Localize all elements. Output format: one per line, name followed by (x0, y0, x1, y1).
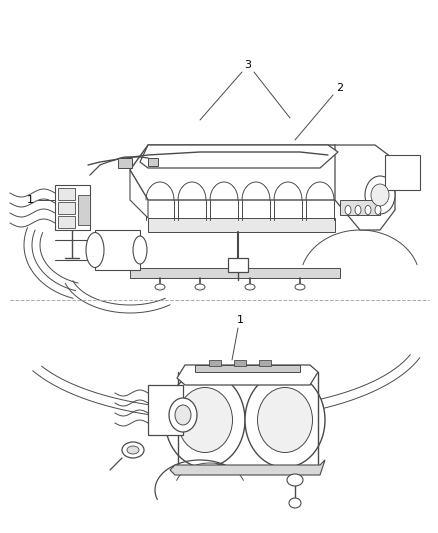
Ellipse shape (177, 387, 232, 453)
Text: 2: 2 (336, 83, 343, 93)
Polygon shape (339, 200, 379, 215)
Ellipse shape (244, 373, 324, 467)
Ellipse shape (122, 442, 144, 458)
Text: 1: 1 (236, 315, 243, 325)
Bar (233, 360, 245, 366)
Ellipse shape (165, 373, 244, 467)
Ellipse shape (370, 184, 388, 206)
Ellipse shape (244, 284, 254, 290)
Polygon shape (148, 385, 183, 435)
Ellipse shape (294, 284, 304, 290)
Ellipse shape (344, 206, 350, 214)
Polygon shape (194, 365, 299, 372)
Polygon shape (170, 460, 324, 475)
Polygon shape (140, 145, 337, 168)
Ellipse shape (127, 446, 139, 454)
Polygon shape (58, 216, 75, 228)
Polygon shape (334, 145, 394, 230)
Ellipse shape (155, 284, 165, 290)
Polygon shape (130, 268, 339, 278)
Polygon shape (58, 188, 75, 200)
Polygon shape (205, 372, 284, 468)
Polygon shape (130, 145, 359, 200)
Bar (148, 158, 158, 166)
Text: 3: 3 (244, 60, 251, 70)
Polygon shape (55, 185, 90, 230)
Polygon shape (58, 202, 75, 214)
Ellipse shape (133, 236, 147, 264)
Ellipse shape (86, 232, 104, 268)
Ellipse shape (364, 206, 370, 214)
Polygon shape (95, 230, 140, 270)
Polygon shape (384, 155, 419, 190)
Ellipse shape (257, 387, 312, 453)
Bar (208, 360, 220, 366)
Polygon shape (78, 195, 90, 225)
Text: 1: 1 (26, 195, 33, 205)
Bar (118, 158, 132, 168)
Ellipse shape (374, 206, 380, 214)
Bar (227, 258, 247, 272)
Ellipse shape (354, 206, 360, 214)
Ellipse shape (364, 176, 394, 214)
Polygon shape (148, 218, 334, 232)
Polygon shape (130, 170, 148, 218)
Ellipse shape (288, 498, 300, 508)
Ellipse shape (169, 398, 197, 432)
Polygon shape (177, 365, 317, 385)
Ellipse shape (175, 405, 191, 425)
Bar (258, 360, 270, 366)
Ellipse shape (194, 284, 205, 290)
Ellipse shape (286, 474, 302, 486)
